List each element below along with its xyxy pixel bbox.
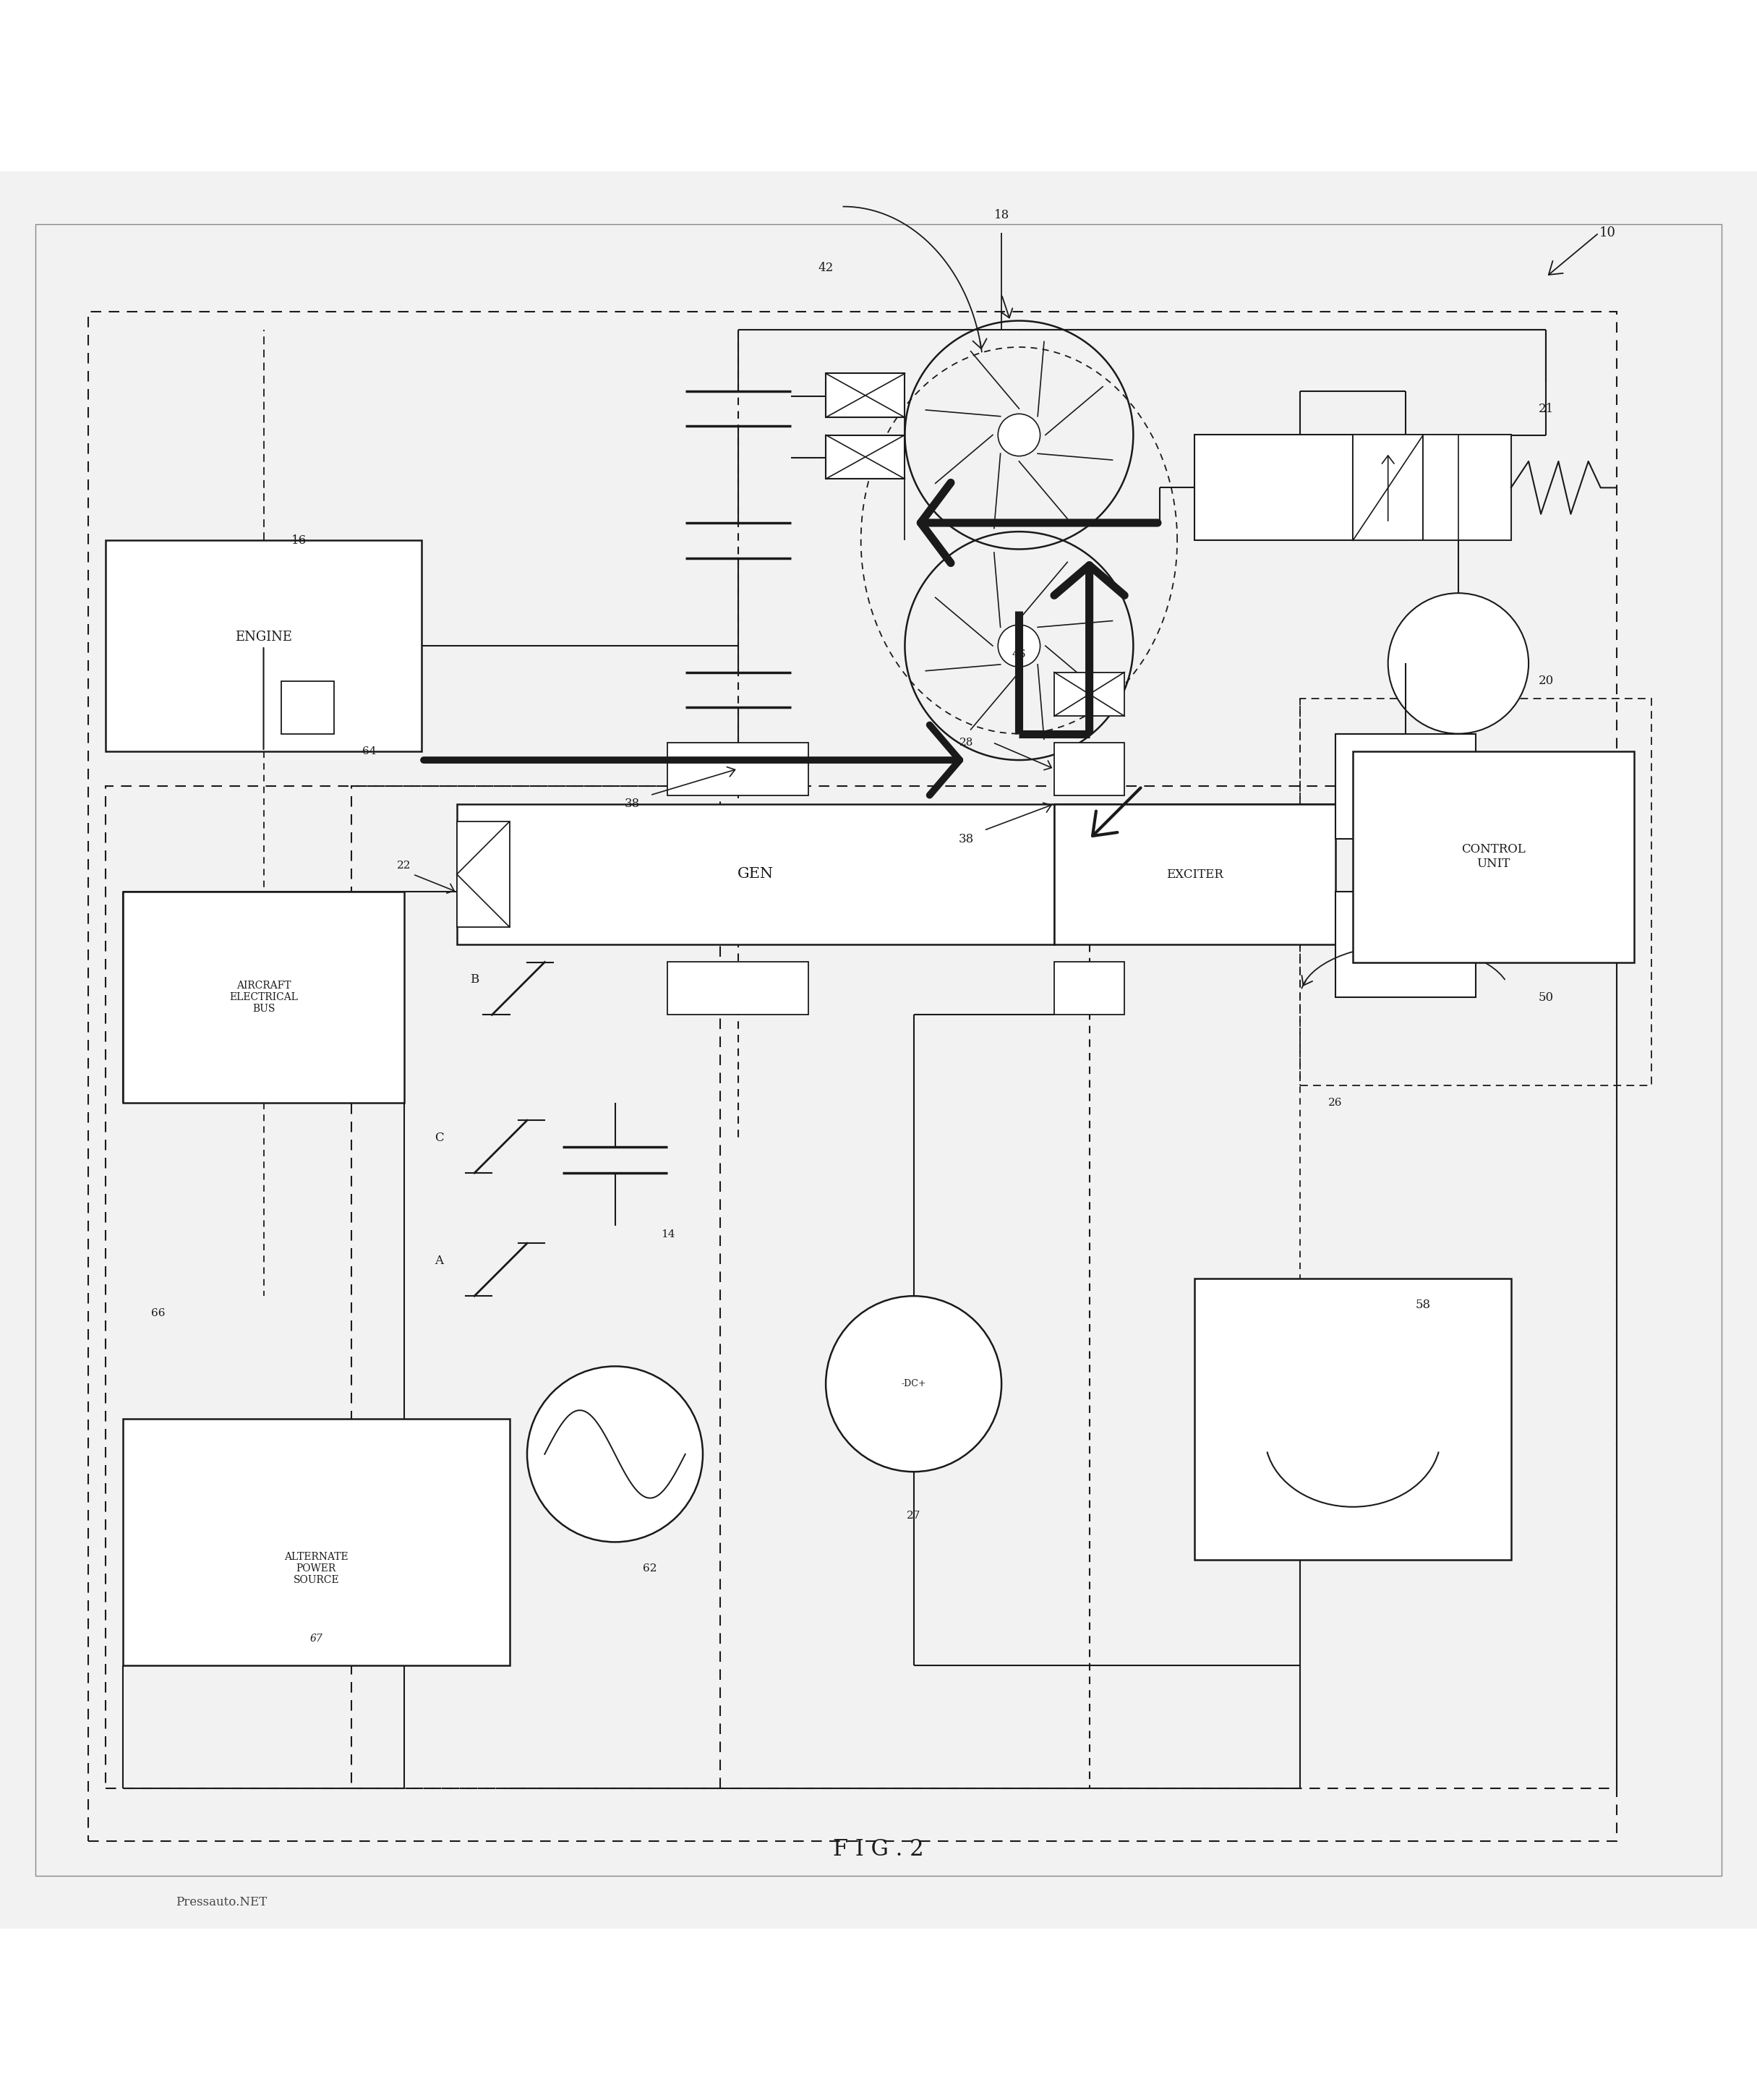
Text: 46: 46 — [1012, 649, 1026, 659]
Text: EXCITER: EXCITER — [1167, 867, 1223, 880]
Circle shape — [998, 414, 1040, 456]
Bar — [668, 743, 808, 796]
Bar — [826, 435, 905, 479]
Text: 20: 20 — [1539, 674, 1553, 687]
Text: GEN: GEN — [738, 867, 773, 882]
Bar — [1300, 699, 1652, 1086]
Bar — [826, 374, 905, 418]
Text: 67: 67 — [309, 1634, 323, 1644]
Text: 42: 42 — [819, 262, 833, 275]
Bar — [351, 785, 1616, 1787]
Bar — [1054, 804, 1335, 945]
Text: 62: 62 — [643, 1562, 657, 1573]
Bar — [1353, 435, 1511, 540]
Bar — [105, 540, 422, 752]
Text: 16: 16 — [292, 533, 306, 546]
Text: C: C — [434, 1132, 445, 1144]
Text: 14: 14 — [661, 1228, 675, 1239]
Text: 27: 27 — [907, 1510, 921, 1520]
Circle shape — [1388, 592, 1529, 733]
Bar — [1335, 733, 1476, 840]
Bar — [457, 821, 510, 926]
Bar — [88, 313, 1616, 1842]
Bar — [457, 804, 1054, 945]
Bar — [281, 680, 334, 733]
Bar — [1353, 435, 1423, 540]
Bar — [1353, 752, 1634, 962]
Text: 10: 10 — [1599, 227, 1616, 239]
Text: 66: 66 — [151, 1308, 165, 1319]
Text: B: B — [469, 974, 480, 985]
Text: 26: 26 — [1328, 1098, 1342, 1109]
Circle shape — [826, 1296, 1001, 1472]
Text: AIRCRAFT
ELECTRICAL
BUS: AIRCRAFT ELECTRICAL BUS — [228, 981, 299, 1014]
Bar — [105, 785, 720, 1787]
Text: 64: 64 — [362, 745, 376, 756]
Text: A: A — [436, 1254, 443, 1266]
Bar — [1195, 1279, 1511, 1560]
Text: 58: 58 — [1416, 1298, 1430, 1310]
Text: ALTERNATE
POWER
SOURCE: ALTERNATE POWER SOURCE — [285, 1552, 348, 1586]
Text: Pressauto.NET: Pressauto.NET — [176, 1896, 267, 1909]
Circle shape — [527, 1367, 703, 1541]
Bar — [1195, 435, 1406, 540]
Text: CONTROL
UNIT: CONTROL UNIT — [1462, 844, 1525, 869]
Circle shape — [998, 624, 1040, 668]
Bar — [123, 893, 404, 1103]
Bar — [1423, 435, 1511, 540]
Bar — [1054, 962, 1124, 1014]
Bar — [668, 962, 808, 1014]
Text: -DC+: -DC+ — [901, 1380, 926, 1388]
Text: 38: 38 — [959, 834, 973, 846]
Text: 22: 22 — [397, 861, 411, 871]
Text: 28: 28 — [959, 737, 973, 748]
Text: 18: 18 — [994, 210, 1009, 221]
Text: 38: 38 — [625, 798, 640, 811]
Text: 50: 50 — [1539, 991, 1553, 1004]
Circle shape — [1362, 865, 1450, 953]
Bar — [1054, 743, 1124, 796]
Text: ENGINE: ENGINE — [235, 630, 292, 643]
Text: 21: 21 — [1539, 403, 1553, 416]
Bar — [1054, 672, 1124, 716]
Bar — [123, 1420, 510, 1665]
Bar — [1335, 893, 1476, 998]
Text: F I G . 2: F I G . 2 — [833, 1838, 924, 1861]
